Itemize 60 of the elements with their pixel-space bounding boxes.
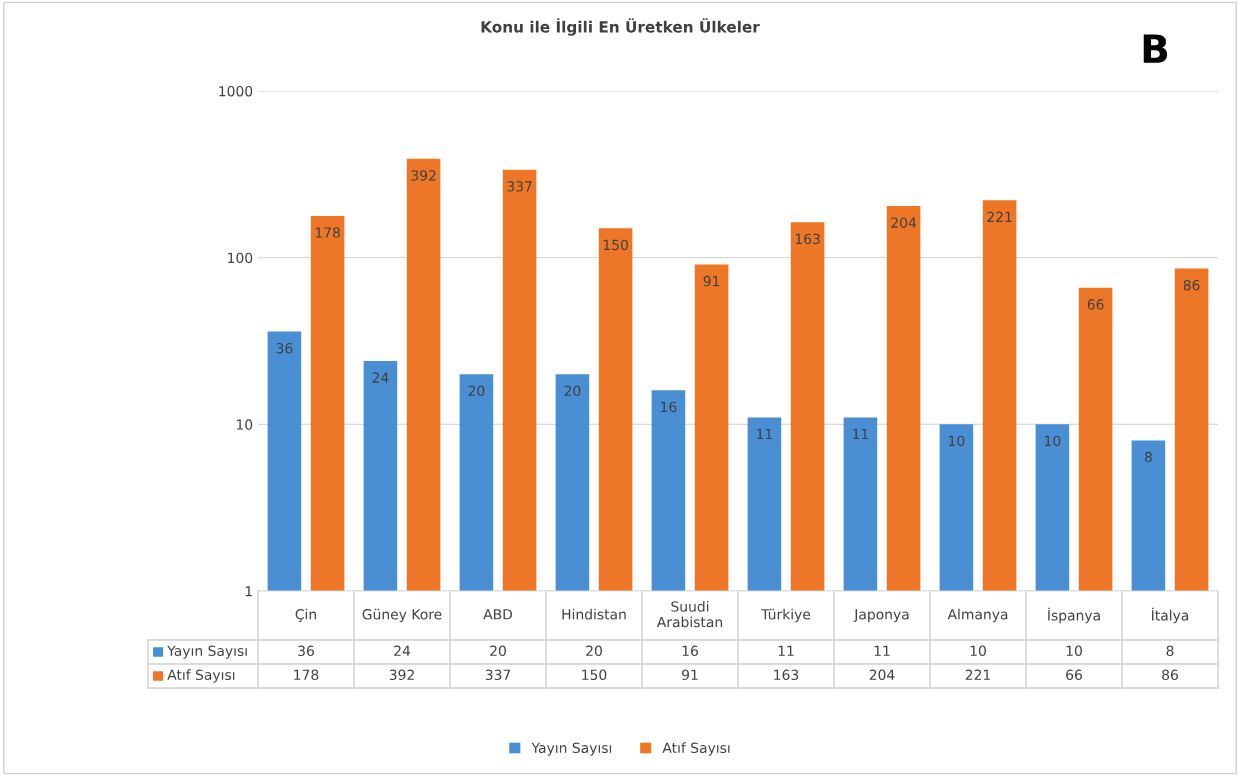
x-tick-label: İtalya xyxy=(1152,607,1189,624)
data-label: 392 xyxy=(411,170,436,181)
text: 11 xyxy=(874,645,890,656)
text: 337 xyxy=(485,669,511,681)
legend-label: Yayın Sayısı xyxy=(531,742,612,756)
data-label: 36 xyxy=(276,342,293,354)
data-label: 221 xyxy=(987,211,1012,222)
text: Yayın Sayısı xyxy=(167,645,247,659)
legend-label: Atıf Sayısı xyxy=(662,742,730,756)
text: Atıf Sayısı xyxy=(167,669,235,683)
data-label: 163 xyxy=(795,233,820,245)
text: 8 xyxy=(1166,645,1174,657)
text: 66 xyxy=(1066,669,1082,681)
text: 91 xyxy=(682,669,698,681)
data-label: 66 xyxy=(1087,299,1104,310)
x-tick-label: Türkiye xyxy=(761,608,811,623)
data-label: 11 xyxy=(853,428,868,440)
text: 11 xyxy=(778,645,794,656)
text: 36 xyxy=(298,645,314,657)
text: 20 xyxy=(490,645,506,657)
data-label: 16 xyxy=(661,401,677,413)
text: 16 xyxy=(682,645,698,657)
x-tick-label: Güney Kore xyxy=(362,608,442,623)
chart-title: Konu ile İlgili En Üretken Ülkeler xyxy=(481,18,760,36)
data-label: 178 xyxy=(315,227,340,238)
data-label: 86 xyxy=(1183,279,1200,291)
data-label: 11 xyxy=(757,428,772,440)
text: 163 xyxy=(774,669,799,681)
data-label: 10 xyxy=(1045,435,1061,447)
x-tick-label: ABD xyxy=(483,609,513,620)
x-tick-label: Almanya xyxy=(947,608,1008,623)
text: 392 xyxy=(389,669,414,681)
data-label: 8 xyxy=(1144,451,1152,463)
data-label: 20 xyxy=(564,385,581,397)
x-tick-label: Suudi Arabistan xyxy=(656,601,723,628)
x-tick-label: Hindistan xyxy=(562,608,626,620)
x-tick-label: Çin xyxy=(295,608,316,623)
text: 10 xyxy=(1066,645,1082,657)
y-tick-label: 1000 xyxy=(219,85,253,97)
data-label: 204 xyxy=(891,217,917,228)
data-label: 91 xyxy=(703,275,720,287)
data-label: 10 xyxy=(949,435,965,447)
text: 20 xyxy=(586,645,602,657)
data-label: 150 xyxy=(603,239,628,251)
text: 10 xyxy=(970,645,986,657)
x-tick-label: Japonya xyxy=(853,609,909,623)
text: 150 xyxy=(582,669,607,681)
text: B xyxy=(1143,34,1168,63)
text: 221 xyxy=(965,669,990,680)
data-label: 20 xyxy=(468,385,485,397)
text: 86 xyxy=(1162,669,1178,681)
data-label: 24 xyxy=(372,372,389,383)
data-label: 337 xyxy=(507,181,532,192)
y-tick-label: 100 xyxy=(228,252,253,264)
y-tick-label: 10 xyxy=(236,419,253,430)
text: 204 xyxy=(869,669,895,681)
y-tick-label: 1 xyxy=(245,586,252,597)
x-tick-label: İspanya xyxy=(1048,607,1100,624)
text: 178 xyxy=(294,669,319,681)
text: 24 xyxy=(394,645,411,656)
